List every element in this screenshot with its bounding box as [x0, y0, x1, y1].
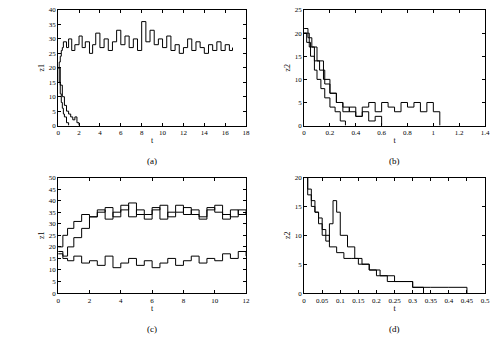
svg-text:4: 4	[119, 297, 123, 305]
svg-text:50: 50	[49, 174, 57, 182]
svg-text:0.05: 0.05	[316, 297, 329, 305]
svg-text:1: 1	[432, 129, 436, 137]
svg-text:4: 4	[98, 129, 102, 137]
svg-text:0: 0	[298, 122, 302, 130]
svg-text:45: 45	[49, 186, 57, 194]
svg-text:0.3: 0.3	[408, 297, 417, 305]
svg-text:25: 25	[295, 6, 303, 14]
svg-text:0.25: 0.25	[388, 297, 401, 305]
svg-text:14: 14	[201, 129, 209, 137]
svg-text:18: 18	[243, 129, 251, 137]
svg-text:10: 10	[211, 297, 219, 305]
svg-text:t: t	[393, 305, 396, 314]
svg-text:z2: z2	[283, 232, 292, 240]
svg-text:10: 10	[159, 129, 167, 137]
svg-text:12: 12	[243, 297, 251, 305]
svg-text:25: 25	[49, 232, 57, 240]
svg-text:0.15: 0.15	[352, 297, 365, 305]
svg-text:0.2: 0.2	[372, 297, 381, 305]
svg-text:z1: z1	[37, 64, 46, 72]
svg-text:10: 10	[49, 93, 57, 101]
svg-text:0: 0	[302, 297, 306, 305]
svg-text:5: 5	[298, 261, 302, 269]
svg-text:10: 10	[295, 76, 303, 84]
svg-text:2: 2	[77, 129, 81, 137]
svg-text:20: 20	[49, 243, 57, 251]
svg-text:(b): (b)	[389, 156, 400, 166]
svg-text:20: 20	[49, 64, 57, 72]
svg-text:z1: z1	[37, 232, 46, 240]
svg-text:0.8: 0.8	[403, 129, 412, 137]
svg-text:z2: z2	[283, 64, 292, 72]
svg-text:6: 6	[150, 297, 154, 305]
svg-text:6: 6	[119, 129, 123, 137]
svg-text:12: 12	[180, 129, 188, 137]
svg-text:(a): (a)	[147, 156, 157, 166]
svg-text:35: 35	[49, 209, 57, 217]
svg-text:0.35: 0.35	[425, 297, 438, 305]
svg-text:0.4: 0.4	[351, 129, 360, 137]
svg-text:5: 5	[52, 108, 56, 116]
svg-text:t: t	[393, 136, 396, 145]
svg-text:15: 15	[295, 203, 303, 211]
svg-text:5: 5	[298, 99, 302, 107]
svg-text:0: 0	[52, 290, 56, 298]
svg-text:15: 15	[295, 53, 303, 61]
svg-text:0.1: 0.1	[336, 297, 345, 305]
svg-text:t: t	[151, 136, 154, 145]
svg-text:30: 30	[49, 220, 57, 228]
svg-text:0.6: 0.6	[377, 129, 386, 137]
svg-text:25: 25	[49, 50, 57, 58]
svg-text:(d): (d)	[389, 324, 400, 334]
svg-text:16: 16	[222, 129, 230, 137]
svg-text:5: 5	[52, 278, 56, 286]
svg-text:8: 8	[140, 129, 144, 137]
svg-text:(c): (c)	[147, 324, 157, 334]
svg-text:15: 15	[49, 79, 57, 87]
svg-text:35: 35	[49, 21, 57, 29]
svg-text:40: 40	[49, 197, 57, 205]
svg-text:30: 30	[49, 35, 57, 43]
svg-text:t: t	[151, 305, 154, 314]
svg-text:8: 8	[182, 297, 186, 305]
svg-text:0: 0	[56, 129, 60, 137]
svg-text:20: 20	[295, 174, 303, 182]
svg-text:0: 0	[52, 122, 56, 130]
svg-text:1.2: 1.2	[455, 129, 464, 137]
svg-text:0: 0	[56, 297, 60, 305]
svg-text:40: 40	[49, 6, 57, 14]
svg-text:0.45: 0.45	[461, 297, 474, 305]
svg-text:0.4: 0.4	[444, 297, 453, 305]
svg-text:0: 0	[298, 290, 302, 298]
svg-text:0.2: 0.2	[326, 129, 335, 137]
svg-text:10: 10	[49, 266, 57, 274]
svg-text:20: 20	[295, 30, 303, 38]
svg-text:10: 10	[295, 232, 303, 240]
svg-text:0: 0	[302, 129, 306, 137]
svg-text:2: 2	[88, 297, 92, 305]
svg-text:0.5: 0.5	[481, 297, 490, 305]
svg-text:1.4: 1.4	[481, 129, 490, 137]
svg-text:15: 15	[49, 255, 57, 263]
